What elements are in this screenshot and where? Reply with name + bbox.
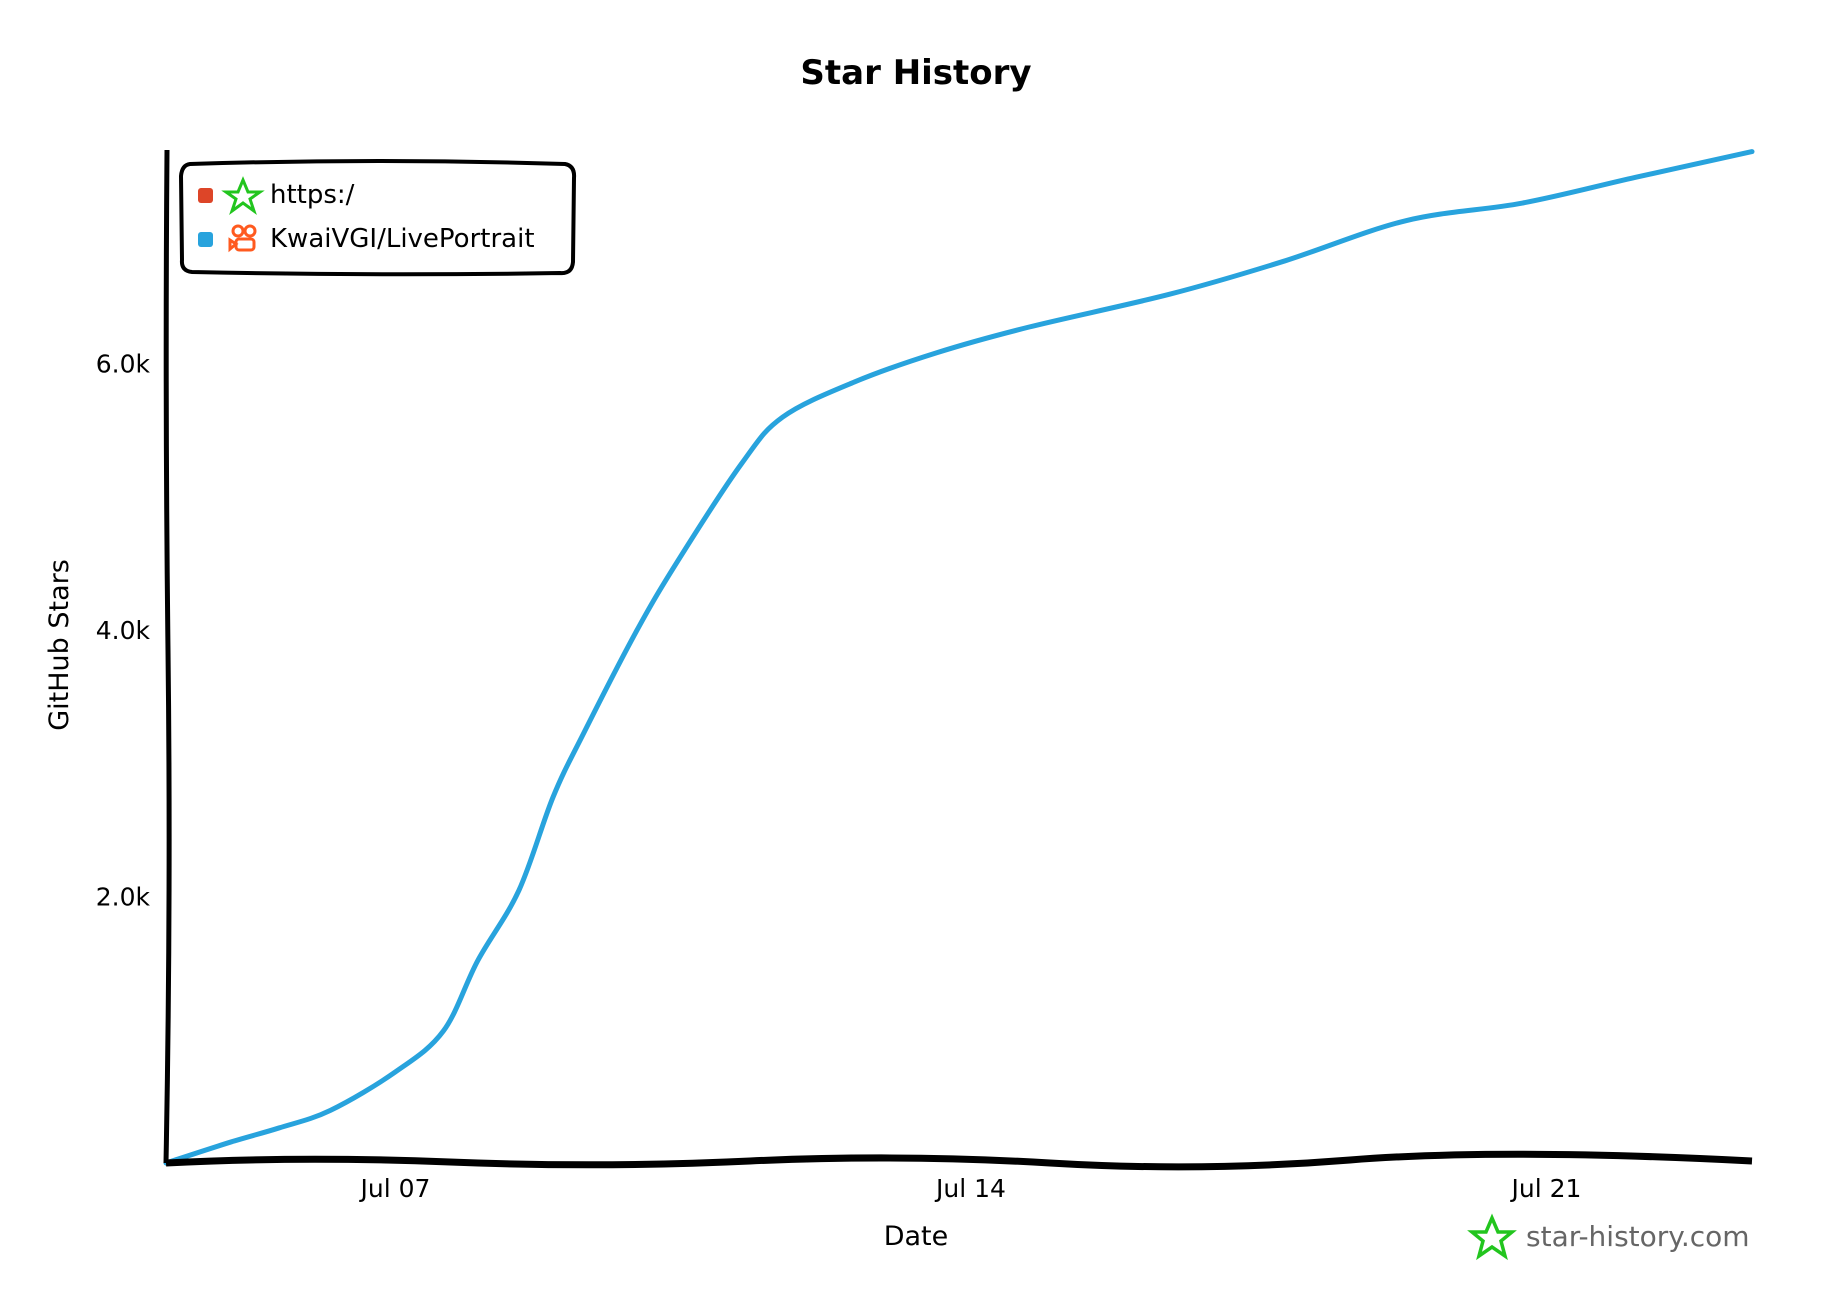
y-tick-label: 4.0k: [96, 616, 151, 645]
legend-box: [178, 159, 577, 277]
star-history-logo-icon: [1467, 1213, 1517, 1261]
x-tick-label: Jul 21: [1510, 1174, 1582, 1203]
y-tick-label: 6.0k: [96, 349, 151, 378]
x-ticks: Jul 07 Jul 14 Jul 21: [359, 1174, 1582, 1203]
watermark[interactable]: star-history.com: [1467, 1213, 1750, 1261]
legend-item-https[interactable]: https:/: [198, 176, 355, 215]
y-tick-label: 2.0k: [96, 882, 151, 911]
legend-swatch: [198, 188, 213, 203]
x-axis-label: Date: [884, 1221, 949, 1252]
legend: https:/ KwaiVGI/LivePortrait: [178, 159, 577, 277]
legend-item-liveportrait[interactable]: KwaiVGI/LivePortrait: [198, 224, 535, 254]
x-axis: [165, 1150, 1753, 1171]
chart-title: Star History: [800, 53, 1031, 93]
kuaishou-logo-icon: [228, 224, 257, 253]
series-line-liveportrait: [163, 149, 1755, 1166]
x-tick-label: Jul 14: [934, 1174, 1006, 1203]
x-tick-label: Jul 07: [359, 1174, 431, 1203]
legend-label: https:/: [270, 180, 355, 210]
legend-label: KwaiVGI/LivePortrait: [270, 224, 535, 254]
y-axis-label: GitHub Stars: [44, 559, 75, 731]
legend-swatch: [198, 232, 213, 247]
watermark-text: star-history.com: [1526, 1220, 1750, 1253]
star-history-logo-icon: [221, 176, 265, 215]
y-ticks: 2.0k 4.0k 6.0k: [96, 349, 151, 911]
y-axis: [163, 149, 172, 1164]
